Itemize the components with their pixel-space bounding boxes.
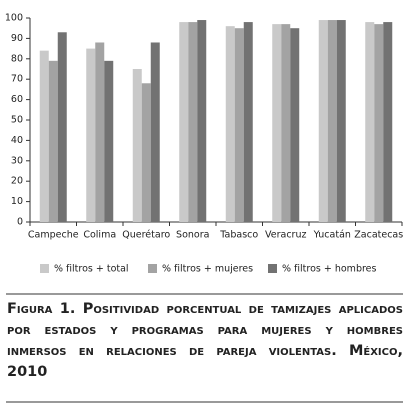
bar [141,83,151,222]
bar [39,50,49,222]
legend-label: % filtros + total [54,264,129,275]
y-tick-label: 60 [11,94,23,105]
bar [48,60,58,223]
bar [86,48,96,222]
y-tick-label: 10 [11,196,23,207]
y-tick-label: 80 [11,53,23,64]
bar [336,20,346,223]
bar [318,20,328,223]
bar [132,69,142,222]
y-tick-label: 40 [11,135,23,146]
y-tick-label: 50 [11,115,23,126]
figure-caption: Figura 1. Positividad porcentual de tami… [7,301,403,380]
bar [290,28,300,223]
legend-label: % filtros + mujeres [162,264,253,275]
bar [179,22,189,222]
x-tick-label: Campeche [28,230,79,241]
x-tick-label: Zacatecas [354,230,403,241]
x-tick-label: Sonora [176,230,209,241]
bar [150,42,160,223]
x-tick-label: Tabasco [219,230,258,241]
legend-swatch [40,264,49,273]
bar [365,22,375,222]
bar [95,42,105,223]
bar [243,22,253,222]
legend-swatch [268,264,277,273]
legend-swatch [148,264,157,273]
legend-label: % filtros + hombres [282,264,377,275]
bar [272,24,282,223]
bar [327,20,337,223]
bar [234,28,244,223]
y-tick-label: 90 [11,33,23,44]
y-tick-label: 20 [11,176,23,187]
bar [281,24,291,223]
x-tick-label: Colima [83,230,116,241]
bar [57,32,67,222]
bar [374,24,384,223]
y-tick-label: 30 [11,155,23,166]
y-tick-label: 100 [5,13,23,24]
bar [383,22,393,222]
x-tick-label: Veracruz [265,230,306,241]
y-tick-label: 0 [17,217,23,228]
bar [197,20,207,223]
x-tick-label: Yucatán [313,230,351,241]
bar [188,22,198,222]
bar [225,26,235,222]
x-tick-label: Querétaro [122,230,170,241]
bar [104,60,114,223]
y-tick-label: 70 [11,74,23,85]
